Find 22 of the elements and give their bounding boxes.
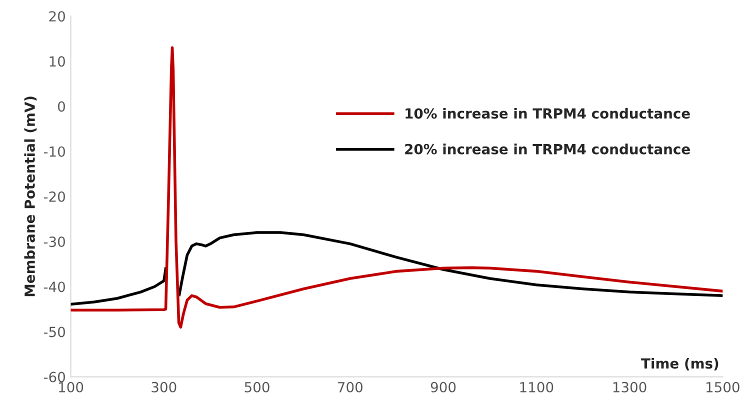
y-tick-label: -50: [44, 326, 65, 338]
legend-label: 20% increase in TRPM4 conductance: [405, 144, 690, 154]
x-tick-label: 300: [152, 382, 176, 392]
y-tick-label: -40: [44, 282, 65, 292]
x-tick-label: 1300: [613, 382, 646, 392]
x-tick-label: 900: [430, 382, 456, 392]
y-tick-label: -10: [44, 146, 65, 157]
line-series: [70, 46, 723, 329]
y-tick-label: -30: [44, 236, 65, 248]
y-tick-label: -20: [44, 191, 65, 202]
x-tick-label: 100: [59, 382, 84, 392]
legend-label: 10% increase in TRPM4 conductance: [406, 108, 690, 119]
x-tick-label: 500: [244, 382, 270, 392]
x-tick-label: 1100: [520, 382, 554, 392]
y-tick-label: 20: [49, 11, 65, 22]
y-axis-title: Membrane Potential (mV): [24, 96, 37, 296]
x-tick-label: 700: [338, 382, 362, 392]
x-axis-title: Time (ms): [641, 358, 718, 370]
y-tick-label: -60: [44, 372, 65, 382]
x-tick-label: 1500: [706, 382, 740, 392]
y-tick-label: 0: [58, 101, 65, 112]
y-tick-label: 10: [50, 56, 65, 67]
